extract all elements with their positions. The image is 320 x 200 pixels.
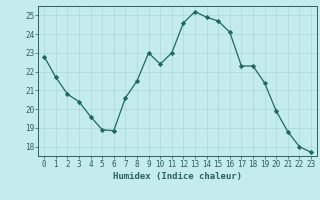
X-axis label: Humidex (Indice chaleur): Humidex (Indice chaleur)	[113, 172, 242, 181]
